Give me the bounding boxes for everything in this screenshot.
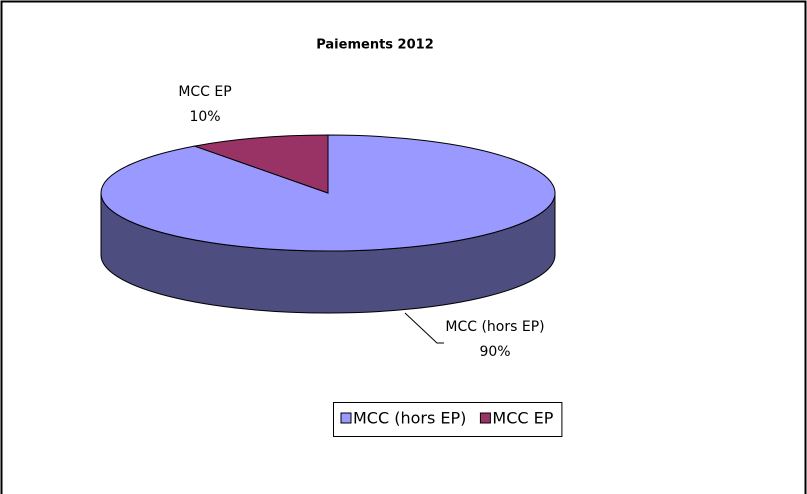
data-label-name: MCC (hors EP) [445, 319, 544, 335]
chart-title: Paiements 2012 [316, 38, 434, 53]
legend-swatch [479, 412, 491, 424]
data-label-value: 10% [189, 109, 220, 125]
legend-label: MCC (hors EP) [353, 409, 466, 428]
legend-box [333, 402, 563, 437]
legend-swatch [340, 412, 352, 424]
leader-line [404, 312, 444, 344]
data-label-value: 90% [479, 344, 510, 360]
pie-slice [192, 134, 329, 194]
data-label-name: MCC EP [178, 84, 231, 100]
legend-label: MCC EP [492, 409, 553, 428]
